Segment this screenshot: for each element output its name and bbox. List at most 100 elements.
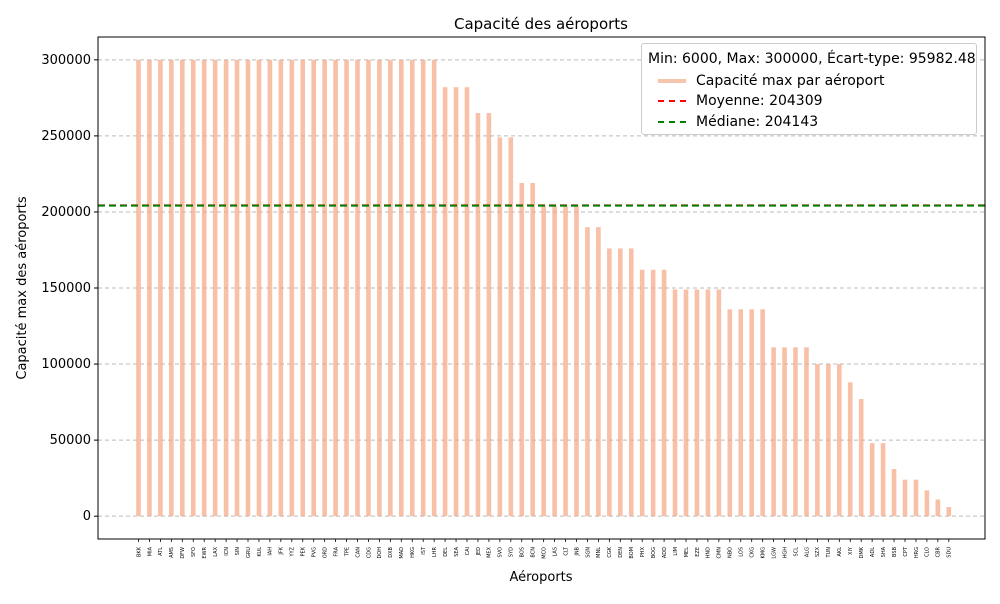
bar <box>760 309 765 516</box>
bar <box>224 60 229 516</box>
x-tick-label: LIM <box>673 547 679 556</box>
bar <box>399 60 404 516</box>
x-tick-label: SVO <box>498 547 504 558</box>
x-tick-label: HRG <box>914 547 920 558</box>
bar <box>366 60 371 516</box>
bar <box>443 87 448 516</box>
legend-label-median: Médiane: 204143 <box>696 114 818 130</box>
bar <box>158 60 163 516</box>
bar <box>541 206 546 516</box>
x-tick-label: CLO <box>925 547 931 557</box>
x-tick-label: SGN <box>585 547 591 558</box>
x-tick-label: BSB <box>892 546 898 557</box>
x-tick-label: MAD <box>399 547 405 559</box>
bar <box>826 364 831 516</box>
bar <box>936 499 941 516</box>
x-tick-label: DMK <box>859 546 865 558</box>
x-tick-label: ICN <box>224 547 230 556</box>
bar <box>804 347 809 516</box>
x-tick-label: SYD <box>509 547 515 557</box>
legend-item-median: Médiane: 204143 <box>696 112 818 132</box>
bar <box>344 60 349 516</box>
bar <box>925 490 930 516</box>
x-tick-label: ADL <box>870 547 876 557</box>
x-tick-label: CDG <box>366 547 372 558</box>
bar <box>574 206 579 516</box>
x-tick-label: NBO <box>728 547 734 558</box>
x-tick-label: DEN <box>618 547 624 558</box>
bar <box>355 60 360 516</box>
x-tick-label: DOH <box>377 547 383 559</box>
x-tick-label: PVG <box>312 547 318 557</box>
x-tick-label: HKG <box>410 547 416 558</box>
bar <box>388 60 393 516</box>
x-tick-label: PHX <box>640 546 646 557</box>
bar <box>290 60 295 516</box>
x-tick-label: MEX <box>487 546 493 557</box>
x-tick-label: LAX <box>213 546 219 556</box>
bar <box>519 183 524 516</box>
bar <box>421 60 426 516</box>
bar <box>848 382 853 516</box>
x-tick-label: LOS <box>739 547 745 557</box>
legend-stats-text: Min: 6000, Max: 300000, Écart-type: 9598… <box>648 51 976 67</box>
x-tick-label: BKK <box>136 546 142 557</box>
y-axis-label: Capacité max des aéroports <box>15 196 30 379</box>
x-tick-label: SHA <box>881 546 887 557</box>
bar <box>749 309 754 516</box>
bar <box>607 248 612 516</box>
legend-label-mean: Moyenne: 204309 <box>696 93 823 109</box>
legend-swatch-series <box>658 79 686 83</box>
bar <box>717 290 722 517</box>
bar <box>771 347 776 516</box>
bar <box>246 60 251 516</box>
x-tick-label: JNB <box>574 546 580 556</box>
x-tick-label: JFK <box>279 546 285 555</box>
x-tick-label: TPE <box>344 547 350 557</box>
x-tick-label: LAS <box>552 547 558 557</box>
x-tick-label: ALG <box>804 547 810 557</box>
y-tick-label: 150000 <box>41 281 91 296</box>
x-tick-label: SFO <box>191 547 197 557</box>
bar <box>728 309 733 516</box>
bar <box>552 206 557 516</box>
bar <box>837 364 842 516</box>
bar <box>465 87 470 516</box>
x-axis-label: Aéroports <box>509 570 572 585</box>
x-tick-label: CMN <box>717 547 723 559</box>
x-tick-label: CKG <box>750 547 756 558</box>
x-tick-label: IAH <box>268 547 274 556</box>
x-tick-label: IST <box>421 546 427 555</box>
bar <box>300 60 305 516</box>
bar <box>333 60 338 516</box>
x-tick-label: BCN <box>531 547 537 558</box>
bar <box>530 183 535 516</box>
bar <box>596 227 601 516</box>
chart-title: Capacité des aéroports <box>454 15 628 33</box>
bar <box>169 60 174 516</box>
x-tick-label: AKL <box>837 547 843 557</box>
x-tick-label: KUL <box>257 547 263 557</box>
bar <box>662 270 667 516</box>
bar <box>629 248 634 516</box>
bar <box>585 227 590 516</box>
legend-label-series: Capacité max par aéroport <box>696 73 885 89</box>
y-tick-label: 50000 <box>50 433 91 448</box>
bar <box>311 60 316 516</box>
x-tick-label: TUN <box>826 547 832 559</box>
legend-swatch-median <box>658 121 686 123</box>
bar <box>432 60 437 516</box>
bar <box>881 443 886 516</box>
x-tick-label: MNL <box>596 547 602 558</box>
bar <box>509 137 514 516</box>
bar <box>695 290 700 517</box>
y-tick-label: 200000 <box>41 205 91 220</box>
x-tick-label: CBR <box>936 546 942 557</box>
bar <box>903 480 908 517</box>
bar <box>684 290 689 517</box>
bar <box>815 364 820 516</box>
x-tick-label: BOS <box>520 547 526 557</box>
